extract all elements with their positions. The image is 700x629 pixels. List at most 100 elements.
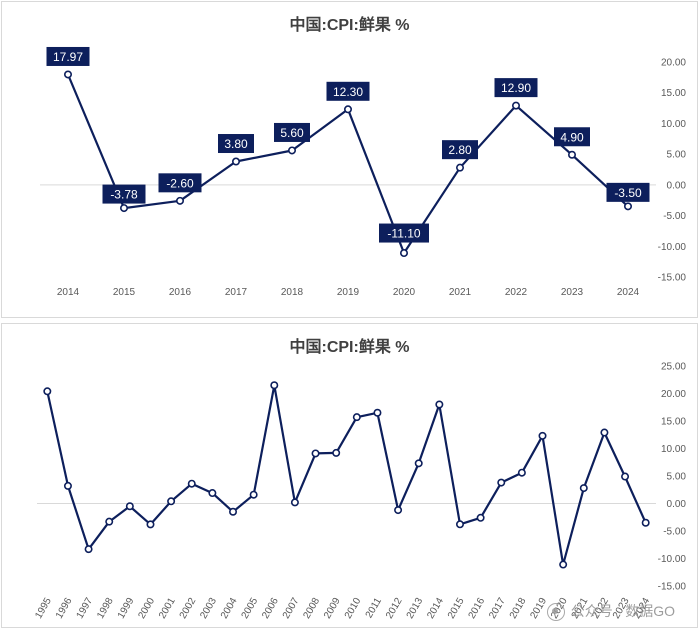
data-label-box <box>554 127 590 147</box>
y-tick-label: 15.00 <box>661 417 686 428</box>
x-tick-label: 2003 <box>198 596 219 621</box>
x-tick-label: 1997 <box>75 596 96 621</box>
data-label: 4.90 <box>560 130 584 144</box>
data-label-box <box>494 78 538 98</box>
y-tick-label: 15.00 <box>661 88 686 99</box>
y-tick-label: 5.00 <box>667 472 687 483</box>
x-tick-label: 2023 <box>561 287 584 298</box>
data-point <box>290 498 299 507</box>
y-tick-label: 20.00 <box>661 58 686 69</box>
x-tick-label: 1996 <box>54 596 75 621</box>
data-point <box>176 196 185 205</box>
data-point <box>311 449 320 458</box>
x-tick-label: 2011 <box>364 596 384 621</box>
data-label: 5.60 <box>280 126 304 140</box>
data-point <box>105 517 114 526</box>
chart-title: 中国:CPI:鲜果 % <box>289 339 410 356</box>
x-tick-label: 2009 <box>322 596 343 621</box>
data-point <box>120 204 129 213</box>
data-point <box>497 478 506 487</box>
data-label-box <box>46 46 90 66</box>
y-tick-label: -10.00 <box>658 242 687 253</box>
x-tick-label: 2022 <box>505 287 528 298</box>
data-point <box>455 163 464 172</box>
watermark: 公众号 · 数据GO <box>546 601 675 621</box>
data-point <box>641 518 650 527</box>
data-label-box <box>606 182 650 202</box>
y-tick-label: -15.00 <box>658 273 687 284</box>
y-tick-label: 20.00 <box>661 389 686 400</box>
x-tick-label: 2001 <box>157 596 178 621</box>
chart-title: 中国:CPI:鲜果 % <box>289 17 410 34</box>
x-tick-label: 2016 <box>169 287 192 298</box>
x-tick-label: 2021 <box>449 287 472 298</box>
data-point <box>579 484 588 493</box>
data-label: 17.97 <box>53 50 83 64</box>
x-tick-label: 2014 <box>425 596 446 621</box>
y-tick-label: 5.00 <box>667 150 687 161</box>
y-tick-label: 10.00 <box>661 444 686 455</box>
y-tick-label: 10.00 <box>661 119 686 130</box>
x-tick-label: 2013 <box>405 596 426 621</box>
data-point <box>373 408 382 417</box>
x-tick-label: 2017 <box>225 287 248 298</box>
x-tick-label: 2005 <box>240 596 261 621</box>
x-tick-label: 2007 <box>281 596 302 621</box>
data-label: -2.60 <box>166 176 194 190</box>
y-tick-label: -10.00 <box>658 554 687 565</box>
x-tick-label: 2004 <box>219 596 240 621</box>
data-point <box>538 431 547 440</box>
y-tick-label: -5.00 <box>663 527 686 538</box>
data-label: -3.78 <box>110 188 138 202</box>
data-point <box>511 101 520 110</box>
data-point <box>476 513 485 522</box>
x-tick-label: 2018 <box>508 596 529 621</box>
x-tick-label: 2018 <box>281 287 304 298</box>
data-point <box>208 489 217 498</box>
data-label: -11.10 <box>387 227 420 241</box>
data-point <box>125 502 134 511</box>
data-label: 2.80 <box>448 143 472 157</box>
data-label-box <box>102 184 146 204</box>
data-point <box>187 479 196 488</box>
data-label-box <box>326 81 370 101</box>
x-tick-label: 2024 <box>617 287 640 298</box>
data-point <box>167 497 176 506</box>
x-tick-label: 2016 <box>467 596 488 621</box>
data-point <box>399 249 408 258</box>
line-chart-2014-2024: 20.00 15.00 10.00 5.00 0.00 -5.00 -10.00 -15.00… <box>40 46 687 298</box>
x-tick-label: 1999 <box>116 596 137 621</box>
y-tick-label: 0.00 <box>667 180 687 191</box>
y-tick-label: 25.00 <box>661 362 686 373</box>
data-point <box>567 150 576 159</box>
x-tick-label: 2017 <box>487 596 508 621</box>
data-point <box>332 448 341 457</box>
data-label: 12.90 <box>501 81 531 95</box>
data-point <box>517 468 526 477</box>
data-point <box>84 545 93 554</box>
x-tick-label: 2008 <box>301 596 322 621</box>
data-point <box>343 105 352 114</box>
x-tick-label: 1995 <box>33 596 54 621</box>
x-tick-label: 2012 <box>384 596 405 621</box>
x-tick-label: 2020 <box>393 287 416 298</box>
y-tick-label: -15.00 <box>658 582 687 593</box>
data-point <box>623 202 632 211</box>
data-point <box>43 387 52 396</box>
data-point <box>394 506 403 515</box>
data-label: -3.50 <box>614 186 642 200</box>
data-label-box <box>379 223 429 243</box>
series-line <box>66 74 629 255</box>
wechat-icon <box>546 603 565 621</box>
x-tick-label: 2015 <box>113 287 136 298</box>
data-label: 3.80 <box>224 137 248 151</box>
data-point <box>600 428 609 437</box>
series-line <box>46 384 647 566</box>
data-point <box>352 413 361 422</box>
x-tick-label: 2010 <box>343 596 364 621</box>
x-tick-label: 1998 <box>95 596 116 621</box>
x-tick-label: 2015 <box>446 596 467 621</box>
chart-panel-recent: 中国:CPI:鲜果 % 20.00 15.00 10.00 5.00 0.00 -5.00… <box>1 1 698 318</box>
watermark-text: 公众号 · 数据GO <box>570 602 675 619</box>
data-point <box>63 481 72 490</box>
